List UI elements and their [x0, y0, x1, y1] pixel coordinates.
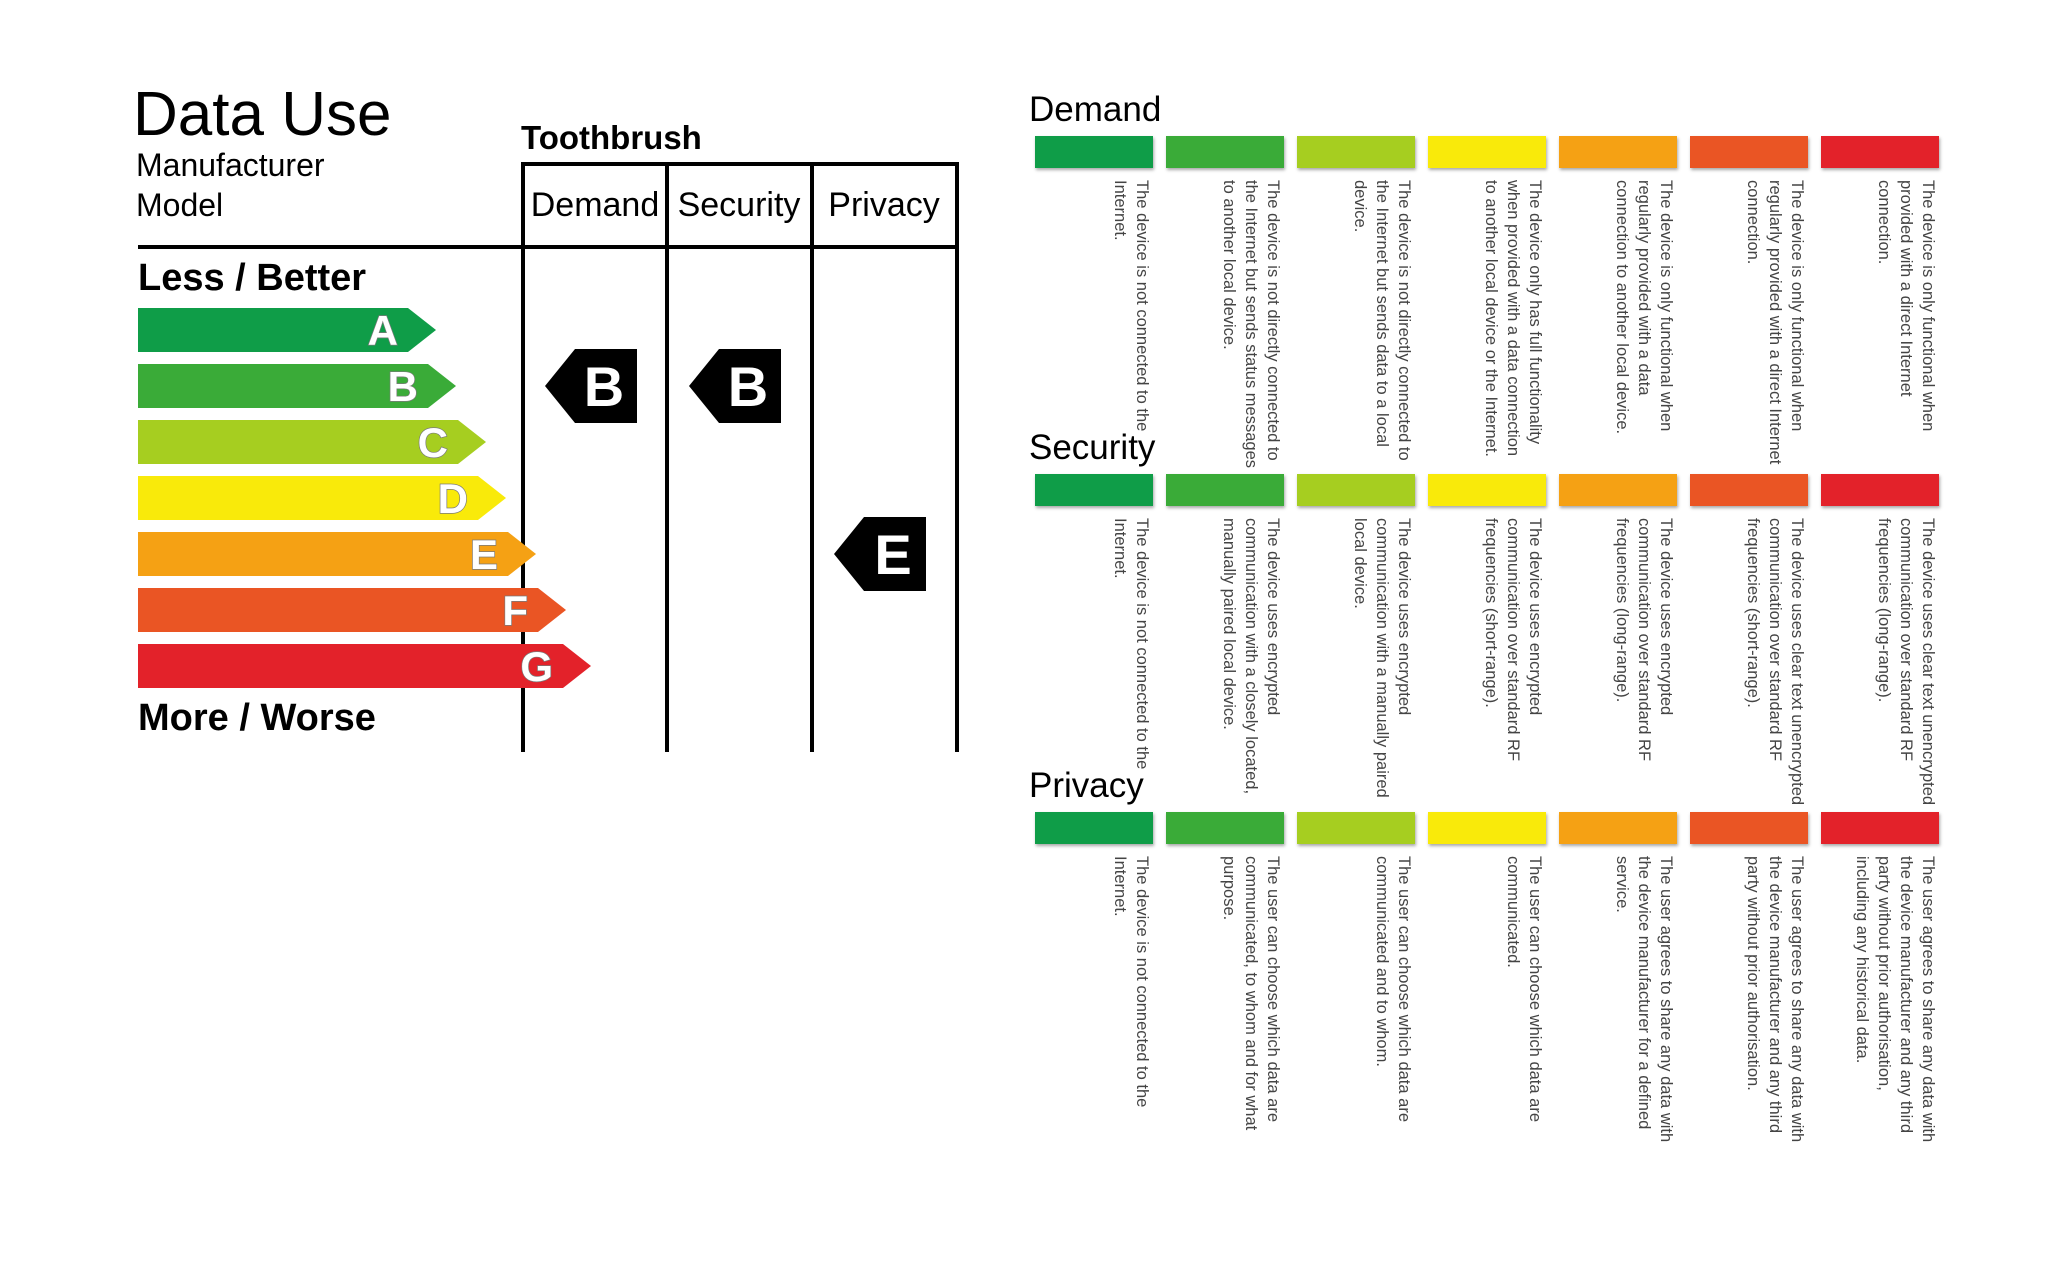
- legend-description-demand-f: The device is only functional when regul…: [1744, 180, 1806, 465]
- grid-top-line: [523, 162, 958, 166]
- rating-band-arrow: [138, 364, 456, 408]
- legend-description-privacy-g: The user agrees to share any data with t…: [1853, 856, 1937, 1143]
- rating-band-letter: D: [438, 475, 468, 522]
- legend-swatch-security-b: [1166, 474, 1284, 506]
- grid-column-line: [955, 162, 959, 752]
- legend-description-privacy-f: The user agrees to share any data with t…: [1744, 856, 1806, 1143]
- scale-bottom-label: More / Worse: [138, 697, 376, 739]
- rating-band-arrow: [138, 532, 536, 576]
- scale-top-label: Less / Better: [138, 257, 367, 299]
- legend-description-privacy-c: The user can choose which data are commu…: [1373, 856, 1413, 1122]
- rating-marker-letter: B: [728, 355, 768, 418]
- legend-title-security: Security: [1029, 428, 1156, 467]
- grid-column-line: [810, 162, 814, 752]
- rating-band-e: E: [138, 530, 536, 579]
- grid-header-line: [138, 245, 958, 249]
- legend-title-privacy: Privacy: [1029, 766, 1144, 805]
- rating-marker-shape: [689, 349, 781, 423]
- legend-swatch-demand-b: [1166, 136, 1284, 168]
- legend-description-security-e: The device uses encrypted communication …: [1613, 518, 1675, 762]
- legend-description-demand-d: The device only has full functionality w…: [1482, 180, 1544, 458]
- rating-band-letter: A: [368, 307, 398, 354]
- legend-description-privacy-a: The device is not connected to the Inter…: [1111, 856, 1151, 1108]
- rating-band-letter: E: [470, 531, 498, 578]
- legend-description-demand-b: The device is not directly connected to …: [1220, 180, 1282, 469]
- legend-description-privacy-e: The user agrees to share any data with t…: [1613, 856, 1675, 1143]
- rating-marker-letter: E: [874, 523, 911, 586]
- rating-marker-security: B: [689, 349, 781, 423]
- legend-swatch-privacy-b: [1166, 812, 1284, 844]
- rating-band-arrow: [138, 644, 591, 688]
- rating-band-letter: F: [502, 587, 528, 634]
- column-header-demand: Demand: [530, 186, 660, 224]
- label-model: Model: [136, 187, 224, 223]
- legend-swatch-security-a: [1035, 474, 1153, 506]
- label-manufacturer: Manufacturer: [136, 147, 325, 183]
- legend-description-privacy-d: The user can choose which data are commu…: [1504, 856, 1544, 1122]
- legend-swatch-privacy-f: [1690, 812, 1808, 844]
- legend-swatch-demand-c: [1297, 136, 1415, 168]
- legend-swatch-demand-g: [1821, 136, 1939, 168]
- legend-swatch-security-g: [1821, 474, 1939, 506]
- legend-description-security-f: The device uses clear text unencrypted c…: [1744, 518, 1806, 806]
- column-header-privacy: Privacy: [828, 186, 940, 224]
- rating-marker-letter: B: [584, 355, 624, 418]
- rating-marker-demand: B: [545, 349, 637, 423]
- legend-swatch-privacy-d: [1428, 812, 1546, 844]
- legend-swatch-security-e: [1559, 474, 1677, 506]
- legend-swatch-demand-e: [1559, 136, 1677, 168]
- product-name: Toothbrush: [521, 119, 702, 156]
- grid-column-line: [665, 162, 669, 752]
- rating-band-arrow: [138, 308, 436, 352]
- legend-description-security-b: The device uses encrypted communication …: [1220, 518, 1282, 795]
- legend-swatch-security-c: [1297, 474, 1415, 506]
- rating-marker-shape: [545, 349, 637, 423]
- rating-marker-shape: [834, 517, 926, 591]
- legend-swatch-demand-a: [1035, 136, 1153, 168]
- rating-band-letter: C: [418, 419, 448, 466]
- legend-description-demand-e: The device is only functional when regul…: [1613, 180, 1675, 435]
- label-title: Data Use: [133, 80, 392, 149]
- rating-band-g: G: [138, 642, 591, 691]
- column-header-security: Security: [677, 186, 801, 224]
- legend-description-demand-g: The device is only functional when provi…: [1875, 180, 1937, 432]
- rating-band-c: C: [138, 418, 486, 467]
- legend-swatch-security-f: [1690, 474, 1808, 506]
- rating-band-b: B: [138, 362, 456, 411]
- legend-swatch-security-d: [1428, 474, 1546, 506]
- legend-swatch-demand-d: [1428, 136, 1546, 168]
- legend-description-security-c: The device uses encrypted communication …: [1351, 518, 1413, 798]
- rating-band-a: A: [138, 306, 436, 355]
- legend-swatch-privacy-g: [1821, 812, 1939, 844]
- legend-description-security-g: The device uses clear text unencrypted c…: [1875, 518, 1937, 806]
- rating-marker-privacy: E: [834, 517, 926, 591]
- grid-column-line: [521, 162, 525, 752]
- rating-band-f: F: [138, 586, 566, 635]
- rating-band-letter: B: [388, 363, 418, 410]
- legend-description-privacy-b: The user can choose which data are commu…: [1220, 856, 1282, 1131]
- legend-swatch-privacy-e: [1559, 812, 1677, 844]
- rating-band-arrow: [138, 476, 506, 520]
- rating-band-arrow: [138, 420, 486, 464]
- legend-title-demand: Demand: [1029, 90, 1162, 129]
- legend-description-demand-c: The device is not directly connected to …: [1351, 180, 1413, 461]
- legend-swatch-privacy-c: [1297, 812, 1415, 844]
- legend-swatch-privacy-a: [1035, 812, 1153, 844]
- rating-band-letter: G: [520, 643, 553, 690]
- legend-description-security-d: The device uses encrypted communication …: [1482, 518, 1544, 762]
- legend-swatch-demand-f: [1690, 136, 1808, 168]
- legend-description-security-a: The device is not connected to the Inter…: [1111, 518, 1151, 770]
- rating-band-arrow: [138, 588, 566, 632]
- rating-band-d: D: [138, 474, 506, 523]
- legend-description-demand-a: The device is not connected to the Inter…: [1111, 180, 1151, 432]
